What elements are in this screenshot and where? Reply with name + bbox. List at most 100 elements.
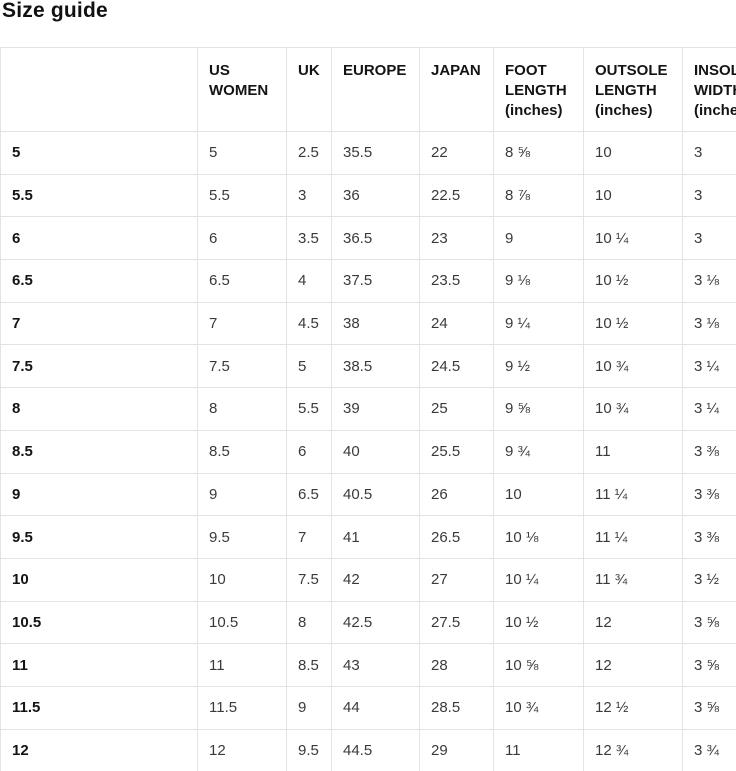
table-cell: 11 xyxy=(197,643,287,687)
table-cell: 9.5 xyxy=(197,515,287,559)
table-cell: 28.5 xyxy=(419,685,494,730)
table-cell: 8 xyxy=(197,387,287,431)
table-cell: 44.5 xyxy=(331,728,420,771)
table-cell: 10 ⅝ xyxy=(493,643,584,687)
table-cell: 8 xyxy=(286,600,332,645)
table-cell: 3 ½ xyxy=(682,557,736,602)
table-cell: 3 ¾ xyxy=(682,728,736,771)
size-guide-table-body: 5 5 2.5 35.5 22 8 ⅝ 10 3 5.5 5.5 3 36 22.5 8 ⅞ 10 3 6 6 3.… xyxy=(0,131,736,771)
table-cell: 8.5 xyxy=(197,429,287,474)
row-label: 9 xyxy=(0,472,198,517)
column-header-foot-length-inches: FOOT LENGTH (inches) xyxy=(493,47,584,132)
table-cell: 11 ¾ xyxy=(583,557,683,602)
row-label: 12 xyxy=(0,728,198,771)
table-cell: 4.5 xyxy=(286,301,332,346)
table-row: 11 11 8.5 43 28 10 ⅝ 12 3 ⅝ xyxy=(0,643,736,687)
table-cell: 12 xyxy=(197,728,287,771)
row-label: 10.5 xyxy=(0,600,198,645)
table-cell: 12 xyxy=(583,600,683,645)
column-header-europe: EUROPE xyxy=(331,47,420,132)
table-cell: 3 ⅛ xyxy=(682,301,736,346)
column-header-japan: JAPAN xyxy=(419,47,494,132)
table-cell: 10 xyxy=(197,557,287,602)
table-cell: 2.5 xyxy=(286,131,332,175)
table-cell: 3 xyxy=(682,173,736,218)
row-label: 11.5 xyxy=(0,685,198,730)
table-cell: 24 xyxy=(419,301,494,346)
table-cell: 11 xyxy=(583,429,683,474)
table-cell: 3 ⅜ xyxy=(682,472,736,517)
table-cell: 41 xyxy=(331,515,420,559)
table-cell: 24.5 xyxy=(419,344,494,389)
table-row: 5.5 5.5 3 36 22.5 8 ⅞ 10 3 xyxy=(0,173,736,218)
table-cell: 10 xyxy=(493,472,584,517)
table-cell: 3 ⅜ xyxy=(682,429,736,474)
table-cell: 10 ¼ xyxy=(493,557,584,602)
row-label: 6.5 xyxy=(0,259,198,303)
table-cell: 8 ⅝ xyxy=(493,131,584,175)
row-label: 9.5 xyxy=(0,515,198,559)
table-cell: 12 ½ xyxy=(583,685,683,730)
row-label: 7 xyxy=(0,301,198,346)
table-cell: 8.5 xyxy=(286,643,332,687)
column-header-uk: UK xyxy=(286,47,332,132)
table-cell: 3 ⅜ xyxy=(682,515,736,559)
table-cell: 9 xyxy=(197,472,287,517)
table-cell: 3.5 xyxy=(286,216,332,261)
row-label: 11 xyxy=(0,643,198,687)
size-guide-table-head: US WOMEN UK EUROPE JAPAN FOOT LENGTH (inches… xyxy=(0,47,736,132)
table-cell: 6.5 xyxy=(286,472,332,517)
table-cell: 10 xyxy=(583,173,683,218)
table-cell: 3 xyxy=(682,216,736,261)
table-cell: 10 ¾ xyxy=(493,685,584,730)
table-cell: 10 ½ xyxy=(583,259,683,303)
column-header-size xyxy=(0,47,198,132)
table-cell: 3 ¼ xyxy=(682,387,736,431)
table-cell: 26.5 xyxy=(419,515,494,559)
table-row: 10.5 10.5 8 42.5 27.5 10 ½ 12 3 ⅝ xyxy=(0,600,736,645)
table-cell: 42.5 xyxy=(331,600,420,645)
table-cell: 39 xyxy=(331,387,420,431)
row-label: 6 xyxy=(0,216,198,261)
table-cell: 23 xyxy=(419,216,494,261)
table-cell: 7.5 xyxy=(286,557,332,602)
table-cell: 9 ½ xyxy=(493,344,584,389)
table-cell: 8 ⅞ xyxy=(493,173,584,218)
table-cell: 35.5 xyxy=(331,131,420,175)
table-cell: 36 xyxy=(331,173,420,218)
table-cell: 6 xyxy=(286,429,332,474)
column-header-insole-width-inches: INSOLE WIDTH (inches) xyxy=(682,47,736,132)
table-cell: 29 xyxy=(419,728,494,771)
table-cell: 10 ¼ xyxy=(583,216,683,261)
table-cell: 11 xyxy=(493,728,584,771)
table-cell: 10 ⅛ xyxy=(493,515,584,559)
table-cell: 5.5 xyxy=(286,387,332,431)
table-cell: 25.5 xyxy=(419,429,494,474)
row-label: 10 xyxy=(0,557,198,602)
table-cell: 12 xyxy=(583,643,683,687)
table-cell: 7 xyxy=(286,515,332,559)
table-cell: 6.5 xyxy=(197,259,287,303)
column-header-outsole-length-inches: OUTSOLE LENGTH (inches) xyxy=(583,47,683,132)
table-cell: 9 ⅝ xyxy=(493,387,584,431)
table-cell: 38 xyxy=(331,301,420,346)
row-label: 5.5 xyxy=(0,173,198,218)
table-cell: 44 xyxy=(331,685,420,730)
table-cell: 11 ¼ xyxy=(583,515,683,559)
header-row: US WOMEN UK EUROPE JAPAN FOOT LENGTH (inches… xyxy=(0,47,736,132)
table-cell: 7.5 xyxy=(197,344,287,389)
row-label: 8.5 xyxy=(0,429,198,474)
table-cell: 38.5 xyxy=(331,344,420,389)
table-row: 5 5 2.5 35.5 22 8 ⅝ 10 3 xyxy=(0,131,736,175)
table-cell: 10 ½ xyxy=(583,301,683,346)
table-cell: 10 ¾ xyxy=(583,387,683,431)
table-cell: 22 xyxy=(419,131,494,175)
table-cell: 27 xyxy=(419,557,494,602)
